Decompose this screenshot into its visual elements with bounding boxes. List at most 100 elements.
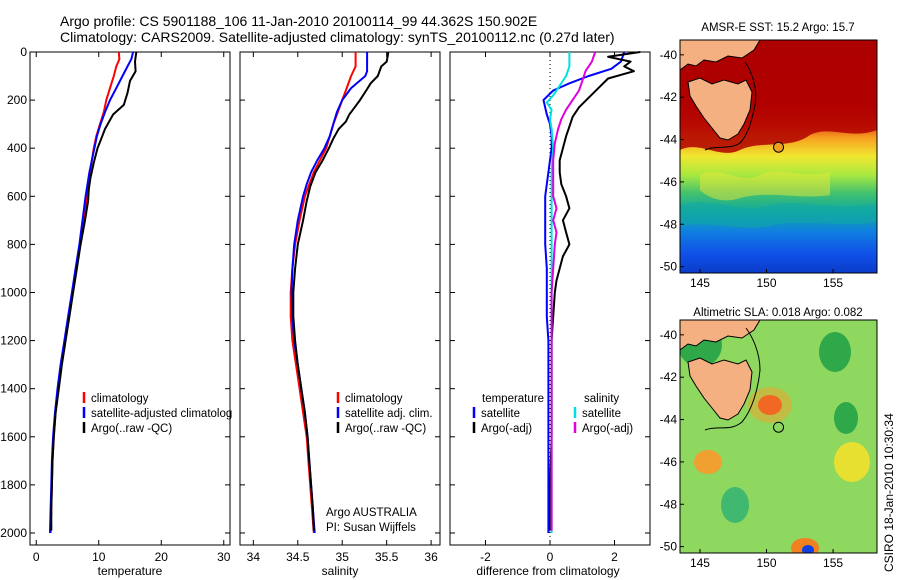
temperature-xtick-label: 0	[33, 550, 40, 564]
difference-series-temperature-argo-adj-	[549, 51, 641, 531]
sal-legend-climatology-label: climatology	[345, 393, 403, 405]
sst-lat-label: -42	[660, 90, 678, 104]
diff-legend-salinity-title: salinity	[584, 393, 619, 405]
sst-mainland-land	[680, 40, 761, 71]
sst-tasmania-land	[687, 77, 753, 141]
difference-axis-label: difference from climatology	[476, 564, 619, 578]
depth-tick-label: 1000	[0, 285, 27, 299]
sla-anomaly-3	[748, 387, 792, 423]
sla-float-marker	[773, 421, 785, 433]
depth-tick-label: 800	[7, 237, 27, 251]
sla-anomaly-4	[694, 450, 722, 474]
depth-tick-label: 0	[20, 45, 27, 59]
salinity-xtick-label: 35.5	[375, 550, 399, 564]
sla-mainland-land	[680, 320, 761, 351]
sal-legend-satellite-label: satellite adj. clim.	[345, 408, 433, 420]
header-title-line1: Argo profile: CS 5901188_106 11-Jan-2010…	[60, 13, 537, 29]
salinity-series-argo	[292, 51, 390, 531]
temperature-axis-label: temperature	[98, 564, 163, 578]
salinity-xtick-label: 36	[424, 550, 438, 564]
sla-anomaly-6	[834, 402, 858, 434]
temperature-axes-frame	[29, 51, 231, 546]
sla-anomaly-5	[834, 442, 870, 482]
difference-xtick-label: -2	[480, 550, 491, 564]
sst-float-marker	[773, 141, 785, 153]
diff-legend-temperature-title: temperature	[482, 393, 544, 405]
sla-map-frame	[679, 319, 878, 554]
diff-legend-sal-argo-label: Argo(-adj)	[582, 423, 633, 435]
salinity-axis-label: salinity	[322, 564, 359, 578]
sla-anomaly-9	[802, 545, 814, 553]
sla-lat-label: -48	[660, 497, 678, 511]
sal-legend-argo-label: Argo(..raw -QC)	[345, 423, 426, 435]
difference-series-salinity-argo-adj-	[550, 51, 597, 531]
depth-tick-label: 400	[7, 141, 27, 155]
sla-lat-label: -50	[660, 540, 678, 554]
sst-lon-label: 145	[690, 276, 710, 290]
credit-pi: PI: Susan Wijffels	[326, 522, 416, 534]
depth-tick-label: 1400	[0, 382, 27, 396]
sla-lat-label: -44	[660, 413, 678, 427]
temp-legend-argo-label: Argo(..raw -QC)	[91, 423, 172, 435]
sla-map-panel: Altimetric SLA: 0.018 Argo: 0.082 145 150…	[660, 307, 878, 570]
salinity-xtick-label: 34	[247, 550, 261, 564]
sst-map-title: AMSR-E SST: 15.2 Argo: 15.7	[701, 22, 854, 34]
sst-teal-band	[680, 202, 877, 228]
sla-map-title: Altimetric SLA: 0.018 Argo: 0.082	[693, 307, 862, 319]
sla-lat-label: -40	[660, 328, 678, 342]
temp-legend-climatology-label: climatology	[91, 393, 149, 405]
salinity-xtick-label: 34.5	[286, 550, 310, 564]
sst-lat-label: -44	[660, 133, 678, 147]
depth-tick-label: 1800	[0, 478, 27, 492]
sla-anomaly-1	[819, 332, 851, 372]
temperature-panel: 0 10 20 30 0 200 400 600 800 1000 1200 1400 1600 1800…	[0, 45, 232, 578]
sst-lon-label: 150	[757, 276, 777, 290]
credit-owner: Argo AUSTRALIA	[326, 507, 417, 519]
sla-lon-label: 145	[690, 556, 710, 570]
salinity-legend: climatology satellite adj. clim. Argo(..ra…	[336, 392, 433, 435]
temperature-xtick-label: 10	[92, 550, 106, 564]
difference-series-temperature-satellite	[542, 51, 626, 533]
difference-panel: -2 0 2 difference from climatology tempera…	[449, 51, 651, 578]
sla-lon-label: 155	[823, 556, 843, 570]
sst-map-frame	[679, 39, 878, 274]
depth-tick-label: 1200	[0, 334, 27, 348]
sst-lat-label: -40	[660, 48, 678, 62]
sst-map-axes: 145 150 155 -40 -42 -44 -46 -48 -50	[660, 48, 844, 290]
header-title-line2: Climatology: CARS2009. Satellite-adjuste…	[60, 29, 615, 45]
sst-front-contour	[704, 61, 757, 151]
depth-tick-label: 1600	[0, 430, 27, 444]
temperature-xtick-label: 20	[155, 550, 169, 564]
sst-lat-label: -50	[660, 260, 678, 274]
sla-lon-label: 150	[757, 556, 777, 570]
difference-xtick-label: 0	[547, 550, 554, 564]
sla-lat-label: -46	[660, 455, 678, 469]
sst-lon-label: 155	[823, 276, 843, 290]
diff-legend-temp-argo-label: Argo(-adj)	[481, 423, 532, 435]
diff-legend-sal-satellite-label: satellite	[582, 408, 621, 420]
sla-lat-label: -42	[660, 370, 678, 384]
difference-xtick-label: 2	[611, 550, 618, 564]
temp-legend-satellite-label: satellite-adjusted climatolog	[91, 408, 232, 420]
salinity-plot: 34 34.5 35 35.5 36	[240, 51, 440, 564]
csiro-timestamp: CSIRO 18-Jan-2010 10:30:34	[882, 413, 896, 572]
temperature-legend: climatology satellite-adjusted climatolog…	[82, 392, 232, 435]
sst-lat-label: -48	[660, 217, 678, 231]
depth-tick-label: 2000	[0, 526, 27, 540]
depth-tick-label: 200	[7, 93, 27, 107]
sst-lat-label: -46	[660, 175, 678, 189]
sla-shelf-contour	[704, 327, 761, 431]
sla-anomaly-7	[721, 487, 749, 523]
sst-map-panel: AMSR-E SST: 15.2 Argo: 15.7 145 150 155 -40…	[660, 22, 878, 290]
sla-tasmania-land	[687, 357, 753, 421]
difference-legend: temperature salinity satellite Argo(-adj) sa…	[472, 393, 633, 435]
salinity-axes-frame	[239, 51, 441, 546]
diff-legend-temp-satellite-label: satellite	[481, 408, 520, 420]
depth-tick-label: 600	[7, 189, 27, 203]
salinity-xtick-label: 35	[336, 550, 350, 564]
temperature-series-argo	[50, 51, 138, 531]
difference-plot: -2 0 2	[450, 51, 650, 564]
salinity-panel: 34 34.5 35 35.5 36 salinity climatology satel…	[239, 51, 441, 578]
sla-map-axes: 145 150 155 -40 -42 -44 -46 -48 -50	[660, 328, 844, 570]
